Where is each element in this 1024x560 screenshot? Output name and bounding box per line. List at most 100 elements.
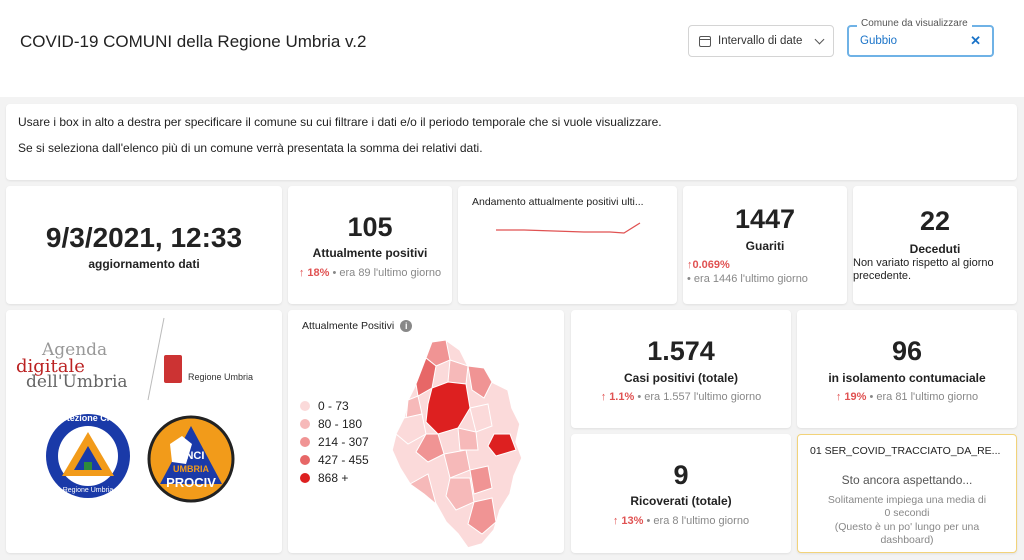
deceduti-note: Non variato rispetto al giorno precedent… xyxy=(853,257,994,282)
arrow-up-icon: ↑ xyxy=(835,391,842,403)
ricoverati-delta-pct: 13% xyxy=(621,515,644,527)
legend-swatch xyxy=(300,473,310,483)
map-comune xyxy=(469,465,493,495)
map-comune xyxy=(469,403,493,433)
comune-select-value: Gubbio xyxy=(860,35,898,47)
anci-umbria-logo xyxy=(147,415,235,503)
protezione-civile-logo xyxy=(46,414,130,498)
casi-delta-text: era 1.557 l'ultimo giorno xyxy=(644,391,762,403)
map-comune xyxy=(395,413,427,445)
waiting-card: 01 SER_COVID_TRACCIATO_DA_RE... Sto anco… xyxy=(797,434,1017,553)
protezione-civile-text: Protezione Civile xyxy=(51,413,125,423)
isolamento-label: in isolamento contumaciale xyxy=(828,371,986,385)
map-comune xyxy=(425,339,451,367)
logos-card: Agenda digitale dell'Umbria Regione Umbr… xyxy=(6,310,282,553)
guariti-label: Guariti xyxy=(745,239,785,253)
ricoverati-card: 9 Ricoverati (totale) ↑ 13% • era 8 l'ult… xyxy=(571,434,791,553)
update-datetime: 9/3/2021, 12:33 xyxy=(45,222,243,253)
update-card: 9/3/2021, 12:33 aggiornamento dati xyxy=(6,186,282,304)
map-legend: 0 - 73 80 - 180 214 - 307 427 - 455 868 + xyxy=(300,399,369,490)
map-card: Attualmente Positivi i 0 - 73 80 - 180 214… xyxy=(288,310,564,553)
positivi-delta-pct: 18% xyxy=(307,267,330,279)
map-title-text: Attualmente Positivi xyxy=(302,320,395,332)
map-comune xyxy=(487,433,517,457)
deceduti-label: Deceduti xyxy=(909,242,961,256)
ricoverati-delta-text: era 8 l'ultimo giorno xyxy=(653,515,750,527)
map-comune xyxy=(467,497,497,535)
legend-label: 427 - 455 xyxy=(318,453,369,467)
isolamento-delta-pct: 19% xyxy=(844,391,867,403)
legend-label: 0 - 73 xyxy=(318,399,349,413)
map-comune xyxy=(445,477,475,511)
legend-item: 427 - 455 xyxy=(300,453,369,467)
arrow-up-icon: ↑ xyxy=(612,515,619,527)
positivi-delta-text: era 89 l'ultimo giorno xyxy=(339,267,442,279)
agenda-logo-text-1: Agenda xyxy=(42,340,108,360)
trend-title: Andamento attualmente positivi ulti... xyxy=(472,196,644,208)
info-icon[interactable]: i xyxy=(400,320,413,332)
anci-logo-text: ANCI UMBRIA PROCIV xyxy=(146,450,236,489)
dashboard-header: COVID-19 COMUNI della Regione Umbria v.2… xyxy=(0,0,1024,97)
legend-item: 868 + xyxy=(300,471,369,485)
info-line-2: Se si seleziona dall'elenco più di un co… xyxy=(18,141,483,155)
casi-value: 1.574 xyxy=(647,336,715,366)
close-icon[interactable]: ✕ xyxy=(970,33,981,48)
positivi-card: 105 Attualmente positivi ↑ 18% • era 89 l… xyxy=(288,186,452,304)
guariti-value: 1447 xyxy=(734,204,796,234)
positivi-label: Attualmente positivi xyxy=(312,246,428,260)
legend-swatch xyxy=(300,419,310,429)
map-comune xyxy=(415,357,437,397)
legend-label: 868 + xyxy=(318,471,349,485)
umbria-choropleth-map xyxy=(391,339,523,549)
casi-delta-pct: 1.1% xyxy=(609,391,635,403)
arrow-up-icon: ↑ xyxy=(298,267,305,279)
guariti-card: 1447 Guariti ↑0.069% • era 1446 l'ultimo… xyxy=(683,186,847,304)
regione-umbria-logo-text: Regione Umbria xyxy=(188,372,254,382)
chevron-down-icon xyxy=(814,34,825,44)
page-title: COVID-19 COMUNI della Regione Umbria v.2 xyxy=(20,32,367,51)
divider-line xyxy=(147,317,165,401)
info-card: Usare i box in alto a destra per specifi… xyxy=(6,104,1017,180)
update-label: aggiornamento dati xyxy=(88,257,200,271)
anci-text-2: UMBRIA xyxy=(173,464,209,474)
waiting-line-4: dashboard) xyxy=(880,534,934,546)
comune-select[interactable]: Comune da visualizzare Gubbio ✕ xyxy=(847,18,994,57)
isolamento-value: 96 xyxy=(891,336,923,366)
anci-text-1: ANCI xyxy=(177,450,205,462)
trend-card: Andamento attualmente positivi ulti... xyxy=(458,186,677,304)
legend-label: 214 - 307 xyxy=(318,435,369,449)
ricoverati-delta: ↑ 13% • era 8 l'ultimo giorno xyxy=(612,515,750,527)
legend-item: 214 - 307 xyxy=(300,435,369,449)
trend-sparkline xyxy=(496,222,641,234)
guariti-delta: ↑0.069% xyxy=(683,259,730,271)
map-comune xyxy=(409,473,437,506)
ricoverati-label: Ricoverati (totale) xyxy=(630,494,732,508)
arrow-up-icon: ↑ xyxy=(600,391,607,403)
waiting-card-title: 01 SER_COVID_TRACCIATO_DA_RE... xyxy=(810,445,1001,457)
legend-item: 80 - 180 xyxy=(300,417,369,431)
isolamento-delta-text: era 81 l'ultimo giorno xyxy=(876,391,979,403)
positivi-delta: ↑ 18% • era 89 l'ultimo giorno xyxy=(298,267,442,279)
agenda-logo-text-2: digitale xyxy=(16,356,85,377)
waiting-line-2: 0 secondi xyxy=(884,507,930,519)
comune-select-label: Comune da visualizzare xyxy=(857,18,972,29)
agenda-logo-text-3: dell'Umbria xyxy=(26,372,128,392)
legend-swatch xyxy=(300,455,310,465)
positivi-value: 105 xyxy=(347,212,393,242)
anci-text-3: PROCIV xyxy=(166,475,216,490)
legend-label: 80 - 180 xyxy=(318,417,363,431)
map-comune xyxy=(457,427,479,451)
deceduti-card: 22 Deceduti Non variato rispetto al gior… xyxy=(853,186,1017,304)
arrow-up-icon: ↑ xyxy=(687,259,693,271)
guariti-delta-pct: 0.069% xyxy=(692,259,730,271)
regione-umbria-emblem-icon xyxy=(164,355,182,383)
map-comune xyxy=(415,433,445,463)
legend-swatch xyxy=(300,437,310,447)
date-range-label: Intervallo di date xyxy=(718,35,803,47)
isolamento-card: 96 in isolamento contumaciale ↑ 19% • era… xyxy=(797,310,1017,428)
date-range-button[interactable]: Intervallo di date xyxy=(688,25,834,57)
guariti-delta-text: era 1446 l'ultimo giorno xyxy=(693,273,808,285)
deceduti-value: 22 xyxy=(919,206,951,236)
sparkline-path xyxy=(496,222,641,234)
legend-item: 0 - 73 xyxy=(300,399,369,413)
